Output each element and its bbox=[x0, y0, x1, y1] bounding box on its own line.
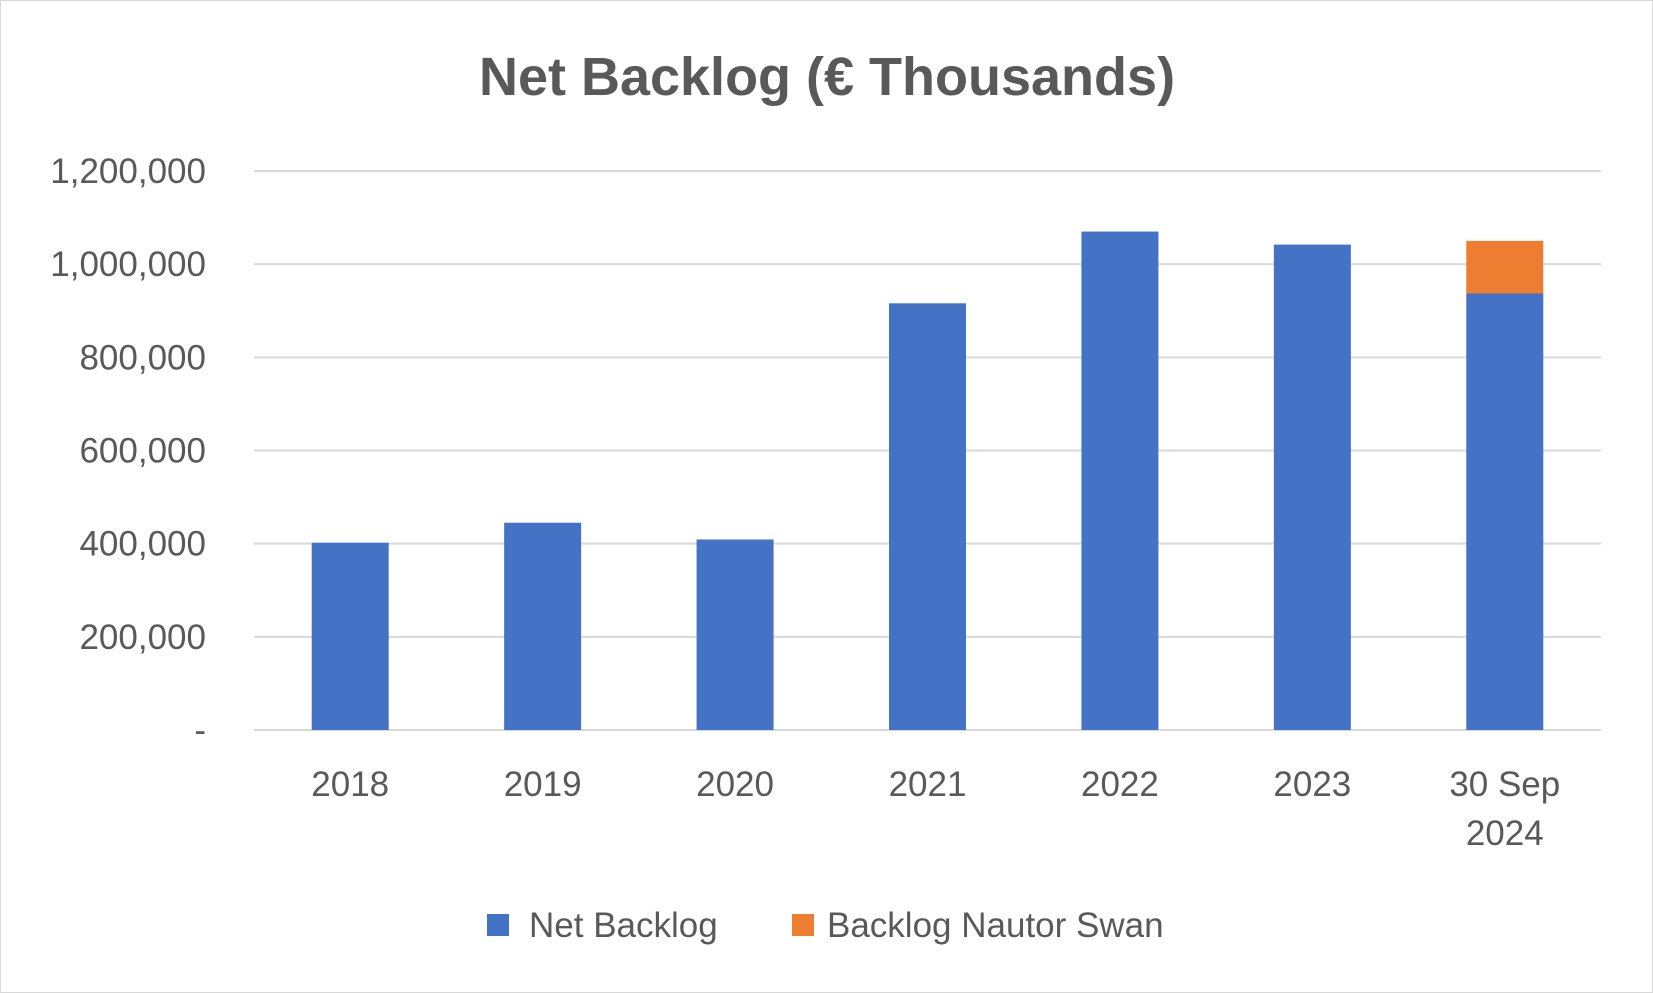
bar-net-backlog bbox=[889, 303, 966, 730]
bar-backlog-nautor-swan bbox=[1466, 240, 1544, 294]
bars bbox=[311, 231, 1544, 730]
x-tick-label: 2018 bbox=[311, 765, 389, 804]
bar-net-backlog bbox=[1466, 293, 1544, 730]
x-tick-label: 2021 bbox=[889, 765, 967, 804]
legend: Net Backlog Backlog Nautor Swan bbox=[487, 906, 1164, 945]
y-tick-label: 1,200,000 bbox=[50, 152, 206, 191]
legend-swatch bbox=[487, 914, 509, 936]
y-axis-ticks: - 200,000 400,000 600,000 800,000 1,000,000 1,… bbox=[50, 152, 206, 750]
y-tick-label: 600,000 bbox=[79, 432, 206, 471]
y-tick-label: - bbox=[194, 711, 206, 750]
y-tick-label: 800,000 bbox=[79, 338, 206, 377]
y-tick-label: 400,000 bbox=[79, 525, 206, 564]
x-axis-ticks: 2018 2019 2020 2021 2022 2023 30 Sep 2024 bbox=[311, 765, 1560, 853]
x-tick-label: 2020 bbox=[696, 765, 774, 804]
bar-net-backlog bbox=[1081, 231, 1159, 730]
y-tick-label: 1,000,000 bbox=[50, 245, 206, 284]
bar-net-backlog bbox=[1273, 244, 1351, 730]
legend-swatch bbox=[792, 914, 814, 936]
bar-net-backlog bbox=[311, 542, 389, 730]
x-tick-label: 2019 bbox=[504, 765, 582, 804]
bar-net-backlog bbox=[696, 539, 774, 730]
legend-label: Backlog Nautor Swan bbox=[827, 906, 1164, 945]
x-tick-label: 2022 bbox=[1081, 765, 1159, 804]
legend-label: Net Backlog bbox=[529, 906, 718, 945]
bar-net-backlog bbox=[504, 522, 582, 730]
x-tick-label: 2023 bbox=[1273, 765, 1351, 804]
chart-title: Net Backlog (€ Thousands) bbox=[479, 47, 1175, 107]
x-tick-label: 30 Sep 2024 bbox=[1449, 765, 1560, 853]
y-tick-label: 200,000 bbox=[79, 618, 206, 657]
